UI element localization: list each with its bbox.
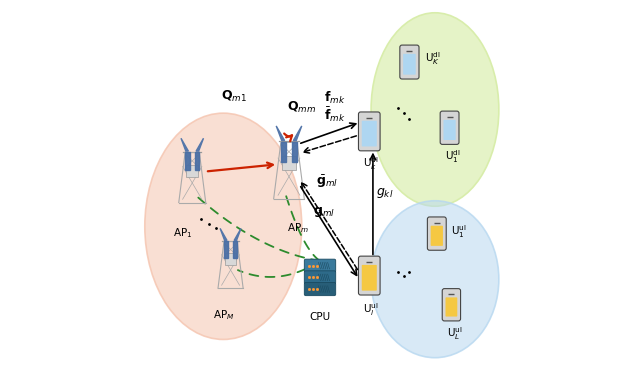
- Ellipse shape: [371, 201, 499, 358]
- FancyBboxPatch shape: [445, 297, 458, 316]
- Text: AP$_1$: AP$_1$: [173, 226, 193, 240]
- Polygon shape: [281, 142, 286, 162]
- Polygon shape: [234, 228, 241, 240]
- Text: $\mathrm{U}^{\mathrm{ul}}_{l}$: $\mathrm{U}^{\mathrm{ul}}_{l}$: [364, 301, 379, 318]
- Ellipse shape: [145, 113, 301, 339]
- Text: $\mathbf{Q}_{m1}$: $\mathbf{Q}_{m1}$: [221, 89, 247, 104]
- Bar: [186, 165, 198, 177]
- FancyBboxPatch shape: [400, 45, 419, 79]
- FancyBboxPatch shape: [358, 112, 380, 151]
- Text: $\mathbf{f}_{mk}$: $\mathbf{f}_{mk}$: [324, 90, 345, 106]
- FancyBboxPatch shape: [304, 259, 336, 272]
- Text: $\mathrm{U}^{\mathrm{ul}}_{L}$: $\mathrm{U}^{\mathrm{ul}}_{L}$: [447, 325, 463, 342]
- Bar: [225, 253, 236, 265]
- Text: $\mathrm{U}^{\mathrm{dl}}_{k}$: $\mathrm{U}^{\mathrm{dl}}_{k}$: [364, 155, 379, 172]
- Polygon shape: [293, 126, 301, 141]
- Text: AP$_M$: AP$_M$: [212, 308, 234, 322]
- Text: $\mathrm{U}^{\mathrm{dl}}_{K}$: $\mathrm{U}^{\mathrm{dl}}_{K}$: [425, 50, 440, 67]
- Text: $\bar{\mathbf{f}}_{mk}$: $\bar{\mathbf{f}}_{mk}$: [324, 105, 345, 124]
- Polygon shape: [196, 138, 204, 151]
- FancyBboxPatch shape: [442, 289, 461, 321]
- Text: $\mathbf{g}_{ml}$: $\mathbf{g}_{ml}$: [313, 205, 335, 219]
- Polygon shape: [195, 152, 199, 170]
- FancyBboxPatch shape: [362, 265, 377, 291]
- Text: CPU: CPU: [309, 312, 331, 322]
- Text: $\mathrm{U}^{\mathrm{dl}}_{1}$: $\mathrm{U}^{\mathrm{dl}}_{1}$: [445, 148, 461, 165]
- Polygon shape: [220, 228, 227, 240]
- FancyBboxPatch shape: [403, 54, 416, 75]
- Polygon shape: [276, 126, 285, 141]
- FancyBboxPatch shape: [444, 120, 456, 140]
- Text: AP$_m$: AP$_m$: [287, 221, 309, 235]
- Text: $\mathbf{Q}_{mm}$: $\mathbf{Q}_{mm}$: [287, 100, 316, 115]
- Polygon shape: [181, 138, 188, 151]
- Polygon shape: [233, 241, 237, 258]
- Polygon shape: [224, 241, 228, 258]
- Polygon shape: [292, 142, 297, 162]
- Polygon shape: [185, 152, 189, 170]
- FancyBboxPatch shape: [304, 271, 336, 284]
- Text: $g_{kl}$: $g_{kl}$: [376, 187, 393, 200]
- FancyBboxPatch shape: [431, 226, 443, 246]
- Text: $\bar{\mathbf{g}}_{ml}$: $\bar{\mathbf{g}}_{ml}$: [316, 173, 339, 190]
- Bar: [282, 156, 296, 170]
- Text: $\mathrm{U}^{\mathrm{ul}}_{1}$: $\mathrm{U}^{\mathrm{ul}}_{1}$: [451, 223, 467, 240]
- Ellipse shape: [371, 13, 499, 206]
- FancyBboxPatch shape: [304, 283, 336, 296]
- FancyBboxPatch shape: [358, 256, 380, 295]
- FancyBboxPatch shape: [440, 111, 459, 145]
- FancyBboxPatch shape: [362, 121, 377, 146]
- FancyBboxPatch shape: [428, 217, 446, 250]
